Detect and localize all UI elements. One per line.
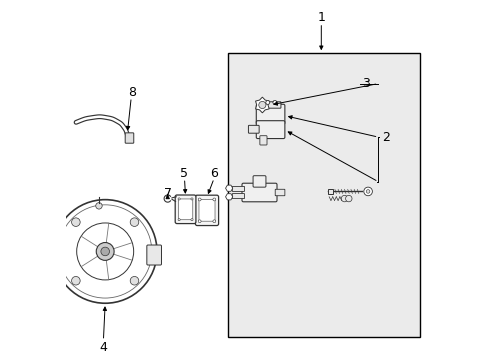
FancyBboxPatch shape [199, 199, 215, 221]
Circle shape [258, 102, 265, 109]
FancyBboxPatch shape [195, 195, 218, 226]
Circle shape [77, 223, 133, 280]
Polygon shape [255, 97, 268, 113]
Text: 7: 7 [163, 187, 171, 200]
FancyBboxPatch shape [248, 125, 259, 133]
FancyBboxPatch shape [178, 199, 192, 220]
Polygon shape [265, 101, 269, 104]
Text: 2: 2 [382, 131, 389, 144]
Circle shape [130, 218, 139, 226]
Polygon shape [272, 101, 276, 104]
Circle shape [212, 198, 215, 201]
FancyBboxPatch shape [259, 136, 266, 145]
Text: 8: 8 [128, 86, 136, 99]
Polygon shape [225, 194, 232, 200]
Circle shape [178, 219, 180, 221]
Circle shape [71, 218, 80, 226]
Circle shape [130, 276, 139, 285]
Circle shape [363, 187, 372, 196]
Circle shape [341, 195, 347, 202]
Circle shape [101, 247, 109, 256]
FancyBboxPatch shape [275, 189, 285, 196]
Circle shape [96, 203, 102, 209]
Circle shape [178, 198, 180, 200]
Circle shape [198, 220, 201, 223]
Circle shape [366, 190, 369, 193]
Circle shape [212, 220, 215, 223]
Bar [328, 189, 332, 194]
Text: 1: 1 [317, 11, 325, 24]
Circle shape [190, 219, 193, 221]
Polygon shape [225, 185, 232, 191]
FancyBboxPatch shape [256, 104, 285, 124]
Circle shape [345, 195, 351, 202]
FancyBboxPatch shape [125, 133, 134, 143]
FancyBboxPatch shape [232, 186, 244, 192]
FancyBboxPatch shape [261, 102, 281, 108]
FancyBboxPatch shape [253, 176, 265, 187]
Circle shape [96, 243, 114, 260]
Circle shape [53, 200, 157, 303]
Circle shape [190, 198, 193, 200]
Text: 6: 6 [210, 167, 218, 180]
Text: 5: 5 [180, 167, 188, 180]
FancyBboxPatch shape [175, 195, 196, 224]
FancyBboxPatch shape [232, 194, 244, 199]
Circle shape [198, 198, 201, 201]
Circle shape [71, 276, 80, 285]
Text: 3: 3 [361, 77, 369, 90]
FancyBboxPatch shape [256, 121, 285, 139]
Text: 4: 4 [99, 341, 107, 354]
FancyBboxPatch shape [242, 183, 276, 202]
Bar [228, 53, 419, 337]
FancyBboxPatch shape [146, 245, 161, 265]
